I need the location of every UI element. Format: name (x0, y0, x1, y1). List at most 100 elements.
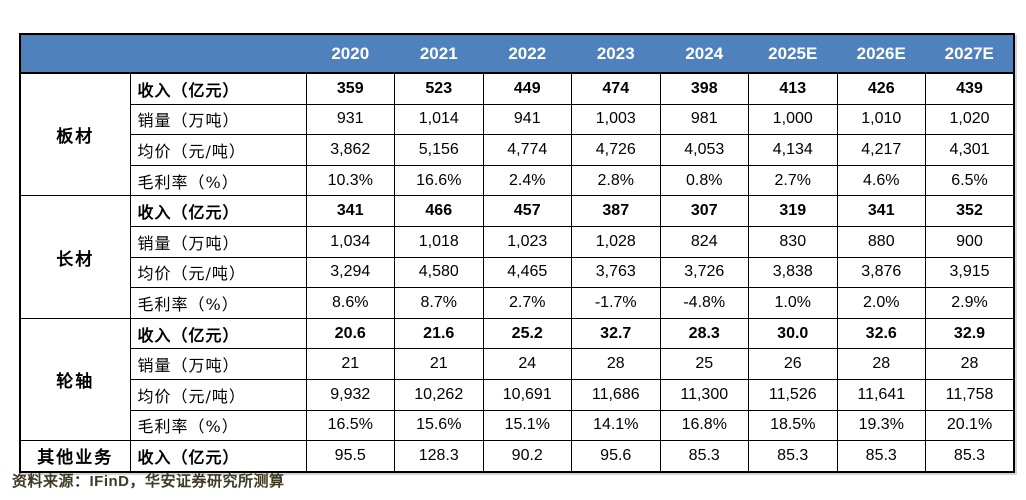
value-cell: 4,465 (482, 256, 572, 289)
value-cell: 2.0% (836, 287, 926, 319)
value-cell: 11,641 (836, 378, 926, 411)
year-header: 2020 (306, 34, 395, 74)
value-cell: 0.8% (659, 164, 749, 197)
metric-label-cell: 均价（元/吨） (129, 256, 307, 289)
value-cell: 307 (659, 195, 749, 227)
value-cell: 1,028 (571, 225, 661, 258)
value-cell: 8.7% (394, 287, 484, 319)
source-note-prefix: 资料来源： (12, 472, 90, 490)
header-corner-cell (20, 34, 306, 74)
value-cell: 1,020 (925, 103, 1015, 136)
value-cell: 5,156 (394, 134, 484, 166)
value-cell: 28.3 (659, 317, 749, 350)
value-cell: 931 (305, 103, 395, 136)
value-cell: 3,763 (571, 256, 661, 289)
table-row: 轮轴 收入（亿元） 20.6 21.6 25.2 32.7 28.3 30.0 32.6 32.9 (19, 317, 1015, 442)
metric-label-cell: 收入（亿元） (129, 195, 307, 227)
value-cell: -1.7% (571, 287, 661, 319)
value-cell: 4,774 (482, 134, 572, 166)
header-row: 2020 2021 2022 2023 2024 2025E 2026E 2027E (20, 34, 1014, 74)
value-cell: 30.0 (748, 317, 838, 350)
value-cell: 1,010 (836, 103, 926, 136)
value-cell: 880 (836, 225, 926, 258)
table-row: 销量（万吨） 1,034 1,018 1,023 1,028 824 830 880 900 (20, 225, 1015, 258)
value-cell: 25 (659, 348, 749, 380)
table-row: 毛利率（%） 16.5% 15.6% 15.1% 14.1% 16.8% 18.5% 19.3… (20, 409, 1015, 442)
value-cell: 319 (748, 195, 838, 227)
table-row: 销量（万吨） 21 21 24 28 25 26 28 28 (20, 348, 1015, 380)
value-cell: 25.2 (482, 317, 572, 350)
value-cell: 4,301 (925, 134, 1015, 166)
year-header: 2023 (571, 34, 660, 74)
year-header: 2025E (748, 34, 837, 74)
value-cell: 20.6 (305, 317, 395, 350)
value-cell: 16.6% (394, 164, 484, 197)
value-cell: 8.6% (305, 287, 395, 319)
value-cell: 32.6 (836, 317, 926, 350)
metric-label-cell: 销量（万吨） (129, 225, 307, 258)
value-cell: 11,300 (659, 378, 749, 411)
value-cell: 426 (836, 72, 926, 105)
value-cell: 1.0% (748, 287, 838, 319)
source-note: 资料来源：IFinD，华安证券研究所测算 (12, 470, 285, 491)
segment-name-cell: 板材 (19, 72, 131, 197)
metric-label-cell: 销量（万吨） (129, 103, 307, 136)
value-cell: 15.1% (482, 409, 572, 442)
value-cell: 3,726 (659, 256, 749, 289)
value-cell: 95.5 (305, 440, 395, 473)
value-cell: 10,262 (394, 378, 484, 411)
value-cell: 16.8% (659, 409, 749, 442)
value-cell: 21 (394, 348, 484, 380)
value-cell: 2.9% (925, 287, 1015, 319)
value-cell: 4,053 (659, 134, 749, 166)
value-cell: 1,034 (305, 225, 395, 258)
value-cell: 387 (571, 195, 661, 227)
value-cell: 28 (571, 348, 661, 380)
table-row: 均价（元/吨） 9,932 10,262 10,691 11,686 11,300 11,5… (20, 378, 1015, 411)
metric-label-cell: 收入（亿元） (129, 72, 307, 105)
value-cell: 128.3 (394, 440, 484, 473)
table-body: 板材 收入（亿元） 359 523 449 474 398 413 426 439 销量（万吨） 93… (19, 72, 1015, 473)
table-row: 长材 收入（亿元） 341 466 457 387 307 319 341 352 (19, 195, 1015, 319)
value-cell: 3,862 (305, 134, 395, 166)
value-cell: 90.2 (482, 440, 572, 473)
value-cell: 941 (482, 103, 572, 136)
value-cell: 1,003 (571, 103, 661, 136)
value-cell: 457 (482, 195, 572, 227)
value-cell: 824 (659, 225, 749, 258)
value-cell: 4.6% (836, 164, 926, 197)
value-cell: 28 (925, 348, 1015, 380)
value-cell: 341 (836, 195, 926, 227)
segment-name-cell: 其他业务 (19, 440, 131, 473)
value-cell: 3,294 (305, 256, 395, 289)
value-cell: 85.3 (748, 440, 838, 473)
table-row: 其他业务 收入（亿元） 95.5 128.3 90.2 95.6 85.3 85.3 85.3 8… (19, 440, 1015, 473)
segment-name-cell: 长材 (19, 195, 131, 319)
value-cell: 32.7 (571, 317, 661, 350)
value-cell: 11,526 (748, 378, 838, 411)
year-header: 2024 (660, 34, 749, 74)
table-row: 板材 收入（亿元） 359 523 449 474 398 413 426 439 (19, 72, 1015, 197)
value-cell: 26 (748, 348, 838, 380)
value-cell: 359 (305, 72, 395, 105)
value-cell: 24 (482, 348, 572, 380)
value-cell: 16.5% (305, 409, 395, 442)
metric-label-cell: 销量（万吨） (129, 348, 307, 380)
table-row: 毛利率（%） 8.6% 8.7% 2.7% -1.7% -4.8% 1.0% 2.0% 2.9% (20, 287, 1015, 319)
value-cell: 15.6% (394, 409, 484, 442)
metric-label-cell: 均价（元/吨） (129, 378, 307, 411)
value-cell: 21.6 (394, 317, 484, 350)
value-cell: 830 (748, 225, 838, 258)
value-cell: 2.4% (482, 164, 572, 197)
table-row: 均价（元/吨） 3,294 4,580 4,465 3,763 3,726 3,838 3,8… (20, 256, 1015, 289)
value-cell: 18.5% (748, 409, 838, 442)
value-cell: 900 (925, 225, 1015, 258)
value-cell: 449 (482, 72, 572, 105)
value-cell: 2.7% (748, 164, 838, 197)
source-note-provider: IFinD， (89, 473, 146, 490)
value-cell: 10,691 (482, 378, 572, 411)
value-cell: 95.6 (571, 440, 661, 473)
metric-label-cell: 收入（亿元） (129, 440, 307, 473)
value-cell: 1,000 (748, 103, 838, 136)
